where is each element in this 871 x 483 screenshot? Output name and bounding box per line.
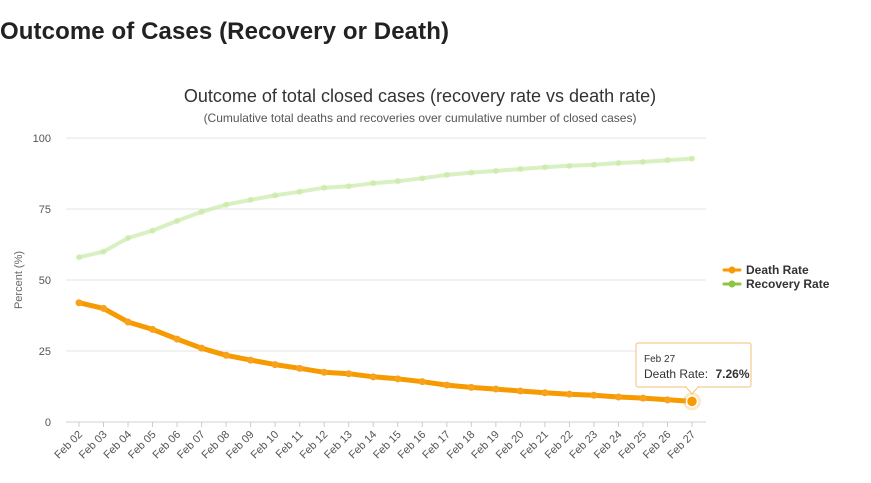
death-rate-point[interactable] [565,390,573,398]
tooltip-value: 7.26% [716,367,750,381]
death-rate-point[interactable] [492,385,500,393]
death-rate-point[interactable] [296,364,304,372]
recovery-rate-point[interactable] [443,171,450,178]
recovery-rate-point[interactable] [198,208,205,215]
recovery-rate-point[interactable] [394,178,401,185]
recovery-rate-point[interactable] [100,248,107,255]
y-axis-label: Percent (%) [13,251,25,309]
recovery-rate-point[interactable] [125,234,132,241]
death-rate-point[interactable] [443,381,451,389]
series-group [75,155,701,411]
grid [66,137,706,423]
tooltip-pointer-mask [687,385,697,388]
death-rate-point[interactable] [541,389,549,397]
recovery-rate-point[interactable] [149,227,156,234]
recovery-rate-point[interactable] [541,164,548,171]
recovery-rate-point[interactable] [468,169,475,176]
death-rate-point[interactable] [639,394,647,402]
recovery-rate-point[interactable] [223,201,230,208]
y-axis-ticks: 0 25 50 75 100 [33,133,51,429]
death-rate-point[interactable] [516,387,524,395]
recovery-rate-point[interactable] [370,180,377,187]
recovery-rate-point[interactable] [247,196,254,203]
death-rate-point[interactable] [173,335,181,343]
legend-death-label: Death Rate [746,263,809,277]
chart-subtitle: (Cumulative total deaths and recoveries … [204,111,637,125]
recovery-rate-point[interactable] [419,175,426,182]
death-rate-point[interactable] [345,370,353,378]
legend-item-death-rate[interactable]: Death Rate [722,263,809,277]
death-rate-point[interactable] [75,299,83,307]
death-rate-point[interactable] [590,391,598,399]
legend-recovery-marker [728,280,736,288]
death-rate-line [76,300,695,404]
death-rate-point[interactable] [663,396,671,404]
death-rate-point[interactable] [100,304,108,312]
y-tick-label: 25 [39,346,51,358]
y-tick-label: 0 [45,417,51,429]
chart-title: Outcome of total closed cases (recovery … [184,86,656,106]
recovery-rate-point[interactable] [272,192,279,199]
recovery-rate-line [77,156,694,260]
death-rate-point[interactable] [418,378,426,386]
y-tick-label: 100 [33,133,51,145]
recovery-rate-point[interactable] [517,165,524,172]
death-rate-point[interactable] [320,368,328,376]
death-rate-point[interactable] [614,393,622,401]
legend: Death Rate Recovery Rate [722,263,830,291]
recovery-rate-point[interactable] [345,183,352,190]
x-tick-label: Feb 10 [249,429,282,462]
recovery-rate-point[interactable] [664,157,671,164]
death-rate-point[interactable] [124,318,132,326]
tooltip-pointer [684,386,700,395]
legend-item-recovery-rate[interactable]: Recovery Rate [722,277,830,291]
hover-point[interactable] [685,395,699,408]
death-rate-point[interactable] [369,373,377,381]
tooltip-line: Death Rate: 7.26% [644,365,750,382]
y-tick-label: 75 [39,204,51,216]
legend-death-marker [728,266,736,274]
x-tick-label: Feb 27 [665,429,698,462]
recovery-rate-point[interactable] [689,155,695,162]
recovery-rate-point[interactable] [639,158,646,165]
tooltip-date: Feb 27 [644,354,676,365]
death-rate-point[interactable] [271,361,279,369]
recovery-rate-point[interactable] [321,184,328,191]
recovery-rate-point[interactable] [566,162,573,169]
tooltip-label: Death Rate: [644,367,708,381]
death-rate-point[interactable] [394,375,402,383]
death-rate-point[interactable] [467,383,475,391]
recovery-rate-point[interactable] [492,167,499,174]
page-heading: Outcome of Cases (Recovery or Death) [0,18,450,45]
death-rate-point[interactable] [222,351,230,359]
legend-recovery-label: Recovery Rate [746,277,830,291]
recovery-rate-point[interactable] [590,161,597,168]
recovery-rate-point[interactable] [615,159,622,166]
death-rate-point[interactable] [247,356,255,364]
death-rate-point[interactable] [198,344,206,352]
tooltip: Feb 27 Death Rate: 7.26% [635,342,752,395]
recovery-rate-point[interactable] [76,254,82,261]
y-tick-label: 50 [39,275,51,287]
recovery-rate-point[interactable] [174,217,181,224]
death-rate-point[interactable] [149,325,157,333]
recovery-rate-point[interactable] [296,188,303,195]
